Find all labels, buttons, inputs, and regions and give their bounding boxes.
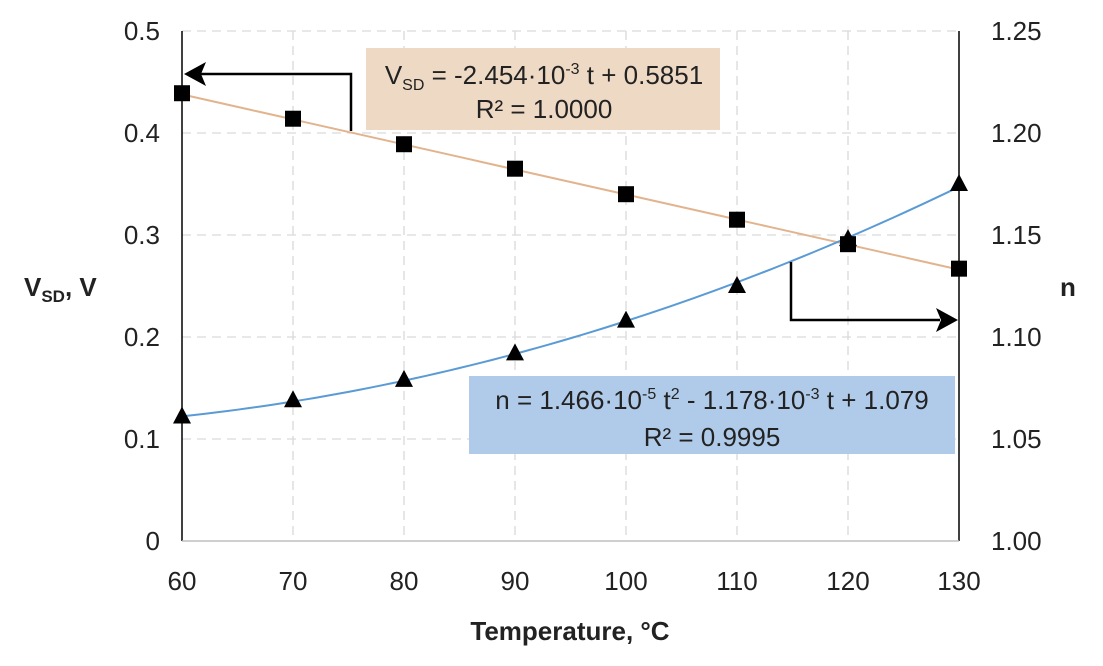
x-tick-label: 110 <box>716 566 757 596</box>
right-axis-arrow-line <box>789 262 940 322</box>
y-right-tick-label: 1.15 <box>991 220 1042 250</box>
x-axis-title: Temperature, °C <box>470 616 669 646</box>
x-tick-label: 80 <box>390 566 419 596</box>
marker-n <box>839 229 857 247</box>
marker-vsd <box>618 186 634 203</box>
vsd-equation-annotation: VSD = -2.454·10-3 t + 0.5851 R² = 1.0000 <box>366 48 720 130</box>
y-axis-right-title: n <box>1060 272 1076 302</box>
y-right-tick-label: 1.25 <box>991 16 1042 46</box>
n-equation-box <box>469 376 955 454</box>
left-axis-arrow <box>184 62 353 131</box>
right-axis-arrow <box>789 262 958 332</box>
left-axis-arrow-line <box>200 72 353 131</box>
y-right-tick-label: 1.20 <box>991 118 1042 148</box>
y-left-tick-label: 0.5 <box>124 16 160 46</box>
trendline-n <box>181 185 960 418</box>
marker-n <box>728 276 746 293</box>
tick-labels: 0 0.1 0.2 0.3 0.4 0.5 1.00 1.05 1.10 1.15 1.20 1.25… <box>124 16 1042 596</box>
marker-vsd <box>396 136 412 153</box>
y-left-tick-label: 0.2 <box>124 322 160 352</box>
x-tick-label: 130 <box>937 566 980 596</box>
marker-n <box>173 406 191 424</box>
marker-n <box>617 310 635 328</box>
n-equation-annotation: n = 1.466·10-5 t2 - 1.178·10-3 t + 1.079… <box>469 376 955 454</box>
y-left-tick-label: 0 <box>146 526 160 556</box>
y-right-tick-label: 1.10 <box>991 322 1042 352</box>
marker-vsd <box>951 260 967 277</box>
y-left-tick-label: 0.1 <box>124 424 160 454</box>
y-left-tick-label: 0.3 <box>124 220 160 250</box>
marker-vsd <box>507 160 523 177</box>
plot-frame <box>181 31 960 542</box>
trendlines <box>181 93 960 418</box>
left-axis-arrow-head <box>184 62 206 86</box>
marker-vsd <box>174 85 190 102</box>
x-tick-label: 70 <box>279 566 308 596</box>
vsd-r2-text: R² = 1.0000 <box>476 94 613 124</box>
vsd-equation-box <box>366 48 720 130</box>
marker-n <box>506 343 524 361</box>
y-right-tick-label: 1.00 <box>991 526 1042 556</box>
x-tick-label: 100 <box>604 566 647 596</box>
n-equation-text: n = 1.466·10-5 t2 - 1.178·10-3 t + 1.079 <box>495 385 928 415</box>
marker-n <box>395 369 413 387</box>
n-r2-text: R² = 0.9995 <box>644 422 781 452</box>
x-tick-label: 90 <box>501 566 530 596</box>
trendline-vsd <box>181 93 960 271</box>
marker-n <box>284 390 302 408</box>
y-axis-left-title: VSD, V <box>24 272 97 306</box>
right-axis-arrow-head <box>936 308 958 332</box>
marker-n <box>950 174 968 191</box>
y-left-tick-label: 0.4 <box>124 118 160 148</box>
vsd-equation-text: VSD = -2.454·10-3 t + 0.5851 <box>385 60 703 94</box>
x-tick-label: 60 <box>168 566 197 596</box>
data-markers <box>173 85 968 424</box>
y-right-tick-label: 1.05 <box>991 424 1042 454</box>
x-tick-label: 120 <box>826 566 869 596</box>
marker-vsd <box>285 110 301 127</box>
marker-vsd <box>729 211 745 228</box>
